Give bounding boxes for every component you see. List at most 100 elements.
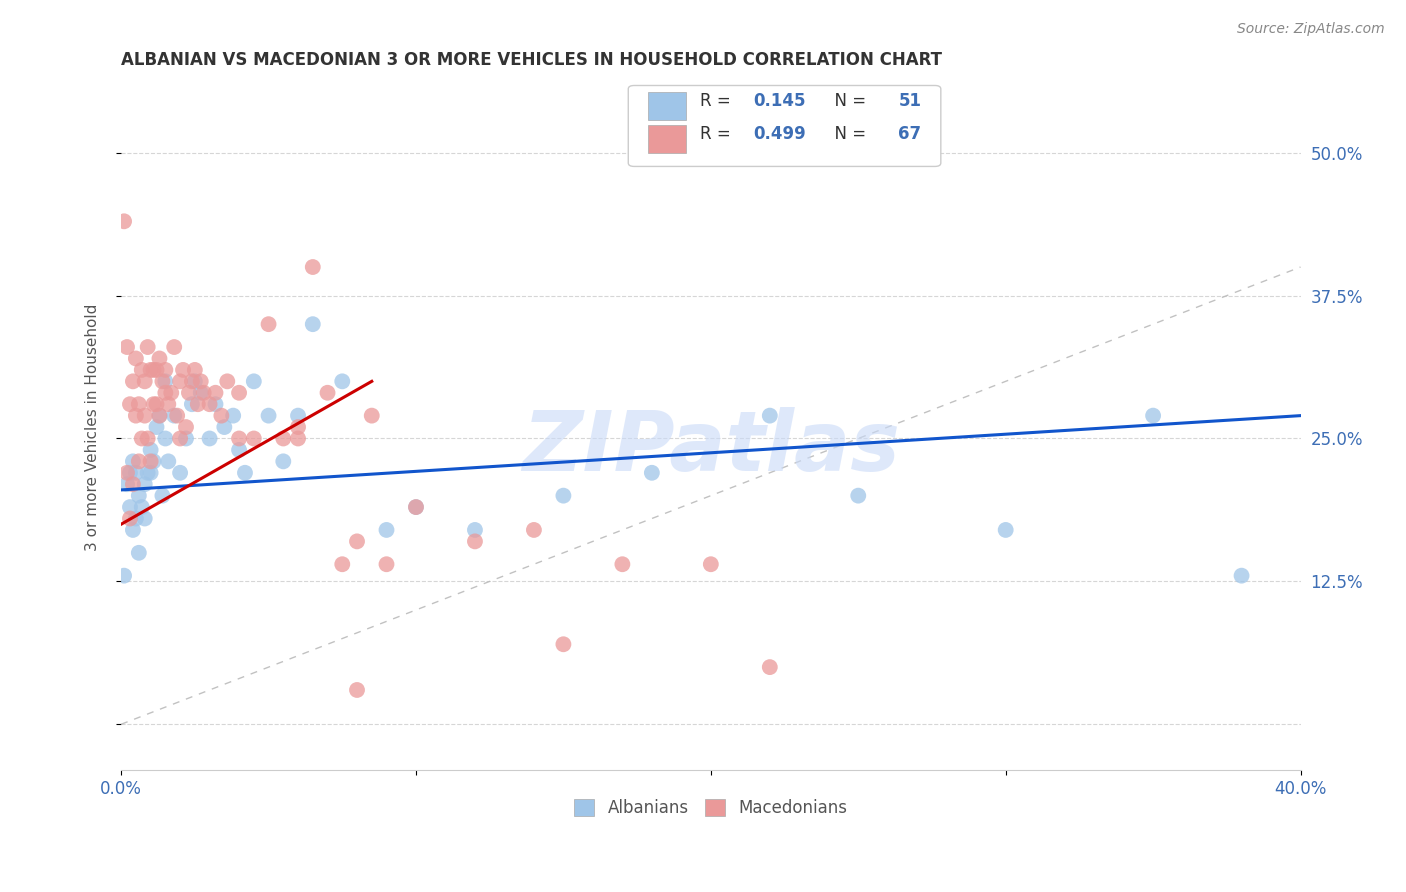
- Point: [214, 420, 236, 434]
- FancyBboxPatch shape: [648, 125, 686, 153]
- Point: [301, 317, 323, 331]
- Point: [152, 375, 174, 389]
- Point: [128, 454, 150, 468]
- Point: [301, 260, 323, 274]
- Point: [169, 432, 191, 446]
- Point: [346, 534, 368, 549]
- Point: [198, 397, 221, 411]
- Point: [115, 477, 138, 491]
- Point: [405, 500, 427, 514]
- Point: [122, 454, 145, 468]
- Point: [128, 546, 150, 560]
- Point: [700, 558, 723, 572]
- Point: [157, 454, 180, 468]
- Point: [346, 683, 368, 698]
- Point: [148, 409, 170, 423]
- Point: [330, 558, 353, 572]
- Point: [271, 454, 294, 468]
- Point: [118, 466, 141, 480]
- Point: [122, 523, 145, 537]
- Point: [112, 214, 135, 228]
- Point: [148, 351, 170, 366]
- Point: [125, 511, 148, 525]
- Point: [128, 397, 150, 411]
- Text: 0.499: 0.499: [754, 125, 806, 144]
- Point: [169, 466, 191, 480]
- FancyBboxPatch shape: [648, 92, 686, 120]
- Point: [553, 637, 575, 651]
- Point: [217, 375, 239, 389]
- Legend: Albanians, Macedonians: Albanians, Macedonians: [568, 792, 855, 823]
- Point: [204, 397, 226, 411]
- Point: [134, 409, 156, 423]
- Point: [172, 363, 194, 377]
- Point: [204, 385, 226, 400]
- Text: Source: ZipAtlas.com: Source: ZipAtlas.com: [1237, 22, 1385, 37]
- Point: [271, 432, 294, 446]
- Point: [136, 432, 159, 446]
- Point: [228, 432, 250, 446]
- Point: [139, 454, 162, 468]
- Point: [155, 432, 177, 446]
- Point: [257, 409, 280, 423]
- Point: [142, 454, 165, 468]
- Y-axis label: 3 or more Vehicles in Household: 3 or more Vehicles in Household: [86, 303, 100, 550]
- Point: [187, 397, 209, 411]
- Point: [846, 489, 869, 503]
- Point: [145, 397, 167, 411]
- Point: [131, 500, 153, 514]
- Point: [125, 409, 148, 423]
- Point: [122, 375, 145, 389]
- Point: [155, 385, 177, 400]
- Point: [184, 363, 207, 377]
- Point: [142, 363, 165, 377]
- Point: [163, 409, 186, 423]
- Point: [330, 375, 353, 389]
- Point: [134, 511, 156, 525]
- Point: [464, 534, 486, 549]
- Point: [155, 375, 177, 389]
- Point: [145, 420, 167, 434]
- Point: [257, 317, 280, 331]
- Point: [128, 489, 150, 503]
- Point: [1230, 568, 1253, 582]
- Point: [139, 466, 162, 480]
- Point: [112, 568, 135, 582]
- Point: [287, 420, 309, 434]
- Point: [142, 397, 165, 411]
- Point: [118, 500, 141, 514]
- Point: [553, 489, 575, 503]
- Point: [174, 432, 197, 446]
- Point: [163, 340, 186, 354]
- Point: [1142, 409, 1164, 423]
- Point: [118, 397, 141, 411]
- Point: [243, 375, 266, 389]
- Point: [316, 385, 339, 400]
- Point: [136, 340, 159, 354]
- Point: [641, 466, 664, 480]
- Point: [136, 466, 159, 480]
- Point: [115, 340, 138, 354]
- Point: [122, 477, 145, 491]
- Point: [174, 420, 197, 434]
- Text: R =: R =: [700, 125, 737, 144]
- Point: [180, 397, 202, 411]
- Point: [125, 351, 148, 366]
- Point: [160, 385, 183, 400]
- Point: [125, 466, 148, 480]
- Text: R =: R =: [700, 92, 737, 111]
- Point: [131, 363, 153, 377]
- Point: [228, 442, 250, 457]
- Text: 67: 67: [898, 125, 921, 144]
- Point: [118, 511, 141, 525]
- Point: [287, 409, 309, 423]
- Point: [222, 409, 245, 423]
- Point: [134, 375, 156, 389]
- Point: [180, 375, 202, 389]
- Point: [148, 409, 170, 423]
- Point: [228, 385, 250, 400]
- Point: [287, 432, 309, 446]
- Point: [131, 432, 153, 446]
- Point: [152, 489, 174, 503]
- Point: [134, 477, 156, 491]
